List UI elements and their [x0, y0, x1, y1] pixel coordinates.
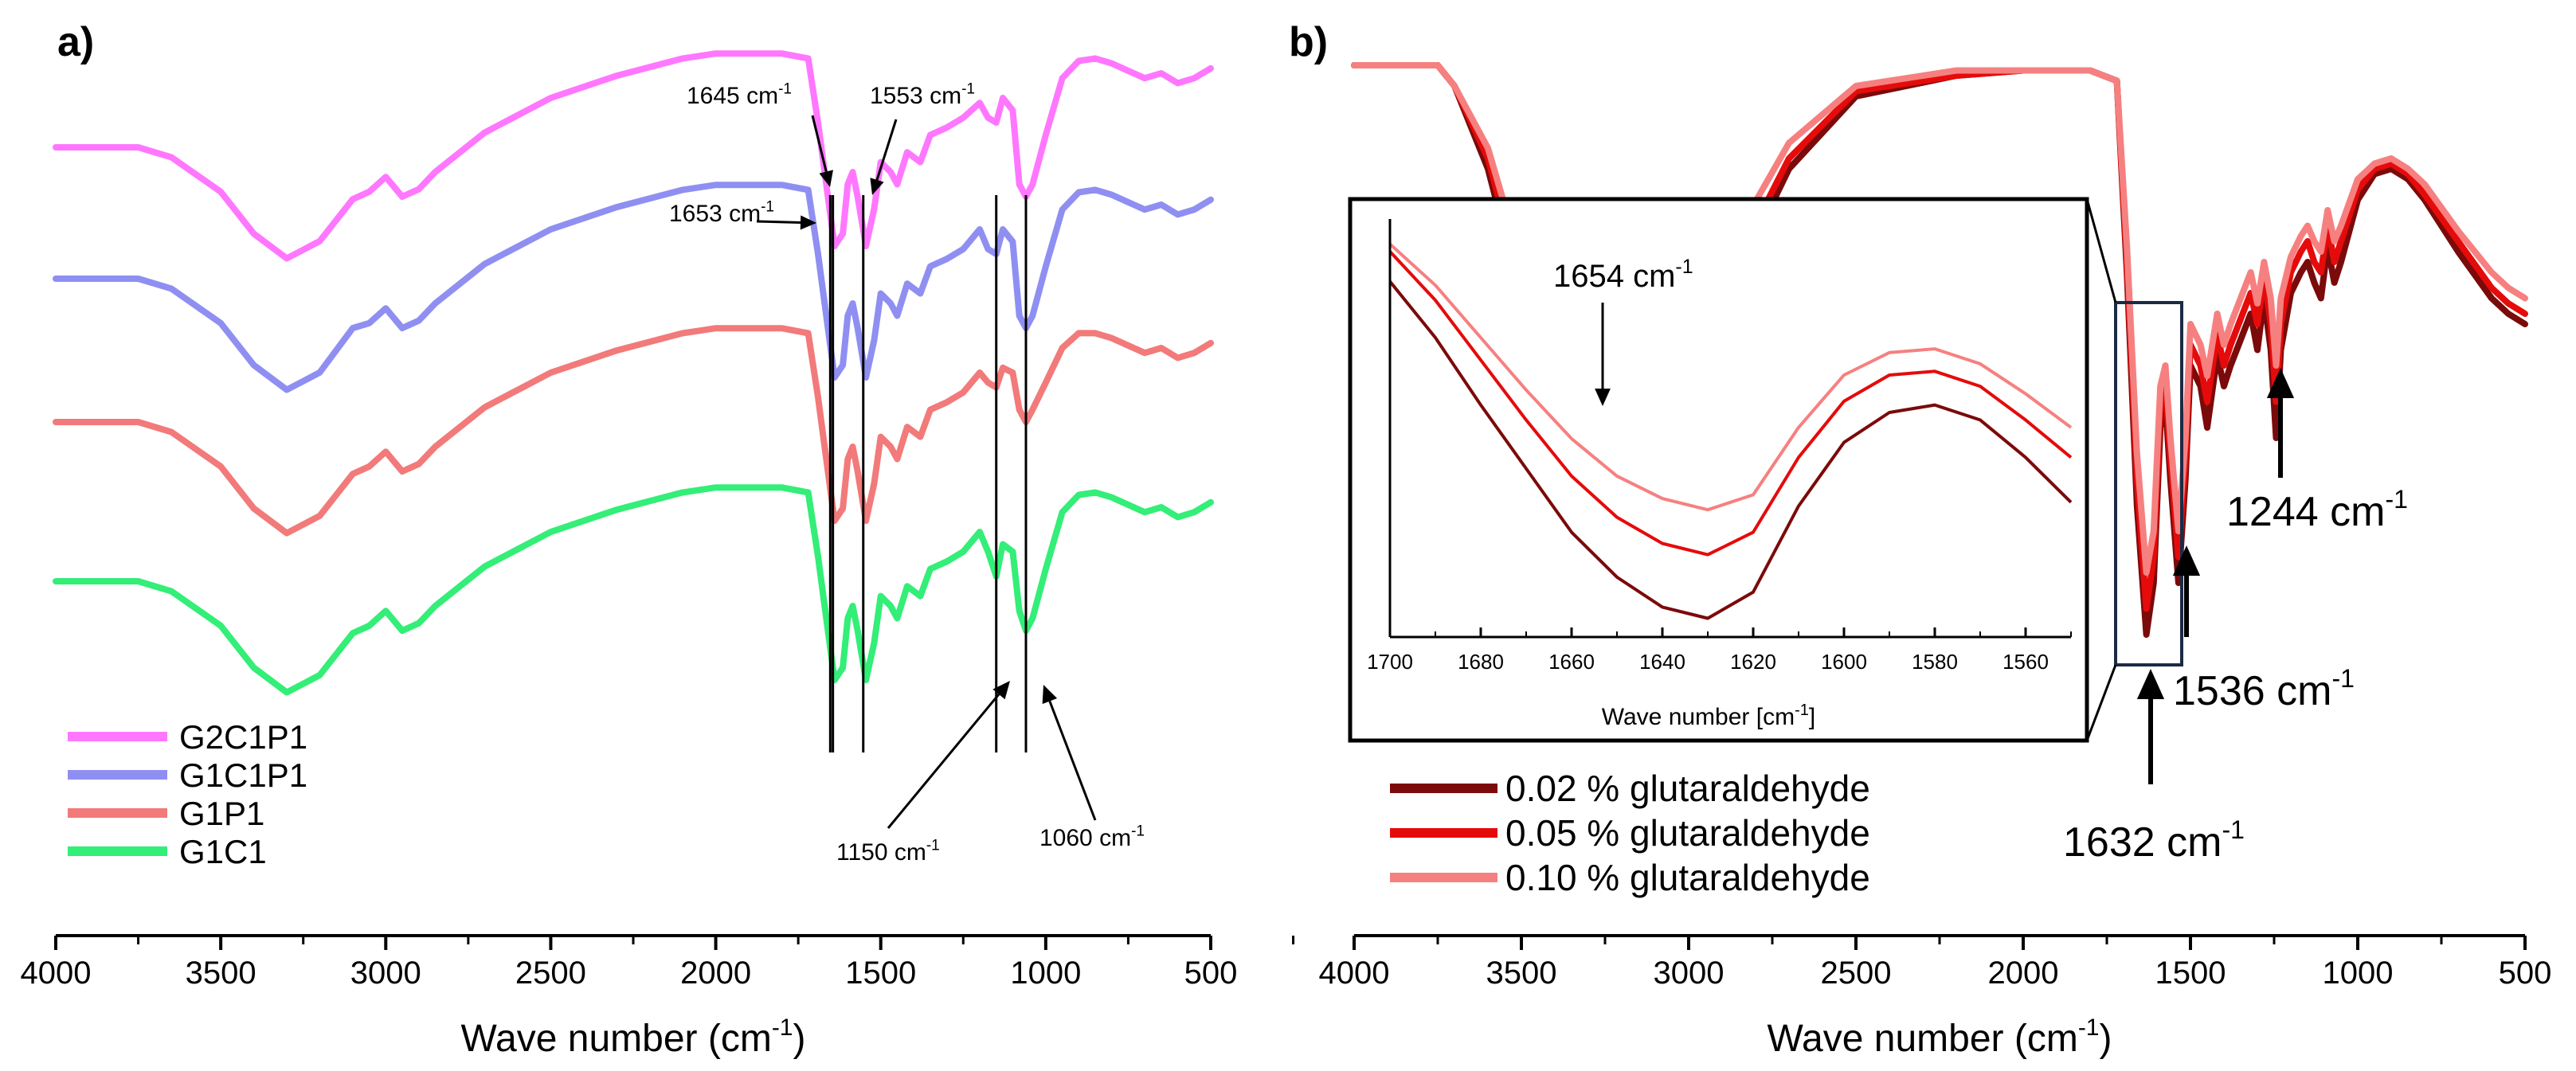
inset-x-tick-label-1640: 1640 — [1639, 650, 1685, 674]
annotation-1536: 1536 cm-1 — [2173, 664, 2355, 714]
legend-label-g1c1: G1C1 — [179, 833, 267, 870]
arrow-1536 — [2172, 545, 2201, 637]
arrow-1060-head — [1042, 685, 1058, 705]
inset-arrow-1654 — [1595, 303, 1611, 406]
inset-frame — [1348, 197, 2089, 743]
x-tick-label-1500: 1500 — [845, 956, 916, 991]
panel-b-x-axis-title: Wave number (cm-1) — [1768, 1014, 2112, 1060]
legend-label-g1c1p1: G1C1P1 — [179, 756, 307, 794]
legend-label-0-02-glutaraldehyde: 0.02 % glutaraldehyde — [1505, 768, 1870, 809]
x-tick-label-500: 500 — [2499, 956, 2552, 991]
series-g2c1p1-line — [53, 50, 1214, 262]
zoom-box — [2114, 301, 2183, 666]
panel-a-curves — [53, 50, 1214, 696]
x-tick-label-3000: 3000 — [350, 956, 421, 991]
arrow-1150-head — [992, 681, 1010, 700]
legend-label-0-05-glutaraldehyde: 0.05 % glutaraldehyde — [1505, 812, 1870, 854]
arrow-1645-shaft — [811, 115, 828, 172]
inset-plot: 1700 1680 1660 1640 1620 1600 1580 1560 Wave num… — [1367, 219, 2073, 730]
arrow-1653-head — [800, 215, 816, 230]
annotation-1244: 1244 cm-1 — [2226, 485, 2408, 535]
series-g1c1-line — [53, 484, 1214, 696]
zoom-connector-bottom — [2085, 664, 2117, 741]
x-tick-label-4000: 4000 — [21, 956, 92, 991]
inset-series-0-02-glutaraldehyde-line — [1388, 280, 2073, 620]
panel-a-reference-lines — [828, 195, 1028, 752]
inset-x-tick-label-1560: 1560 — [2002, 650, 2049, 674]
arrow-1645 — [811, 115, 833, 187]
x-tick-label-2500: 2500 — [1821, 956, 1892, 991]
arrow-1632-head — [2136, 669, 2165, 699]
panel-a-x-ticks: 4000 3500 3000 2500 2000 1500 1000 500 — [21, 936, 1295, 991]
inset-x-axis-title: Wave number [cm-1] — [1602, 702, 1815, 730]
arrow-1150-shaft — [887, 693, 1000, 829]
x-tick-label-2000: 2000 — [680, 956, 751, 991]
panel-a-label: a) — [57, 19, 94, 65]
annotation-1645: 1645 cm-1 — [687, 80, 792, 109]
legend-label-0-10-glutaraldehyde: 0.10 % glutaraldehyde — [1505, 857, 1870, 898]
annotation-1632: 1632 cm-1 — [2063, 815, 2245, 866]
x-tick-label-4000: 4000 — [1319, 956, 1390, 991]
panel-b: b) 1700 1680 1660 1640 1620 1600 1580 1560 Wave … — [1289, 19, 2552, 1060]
annotation-1060: 1060 cm-1 — [1039, 823, 1145, 851]
annotation-1150: 1150 cm-1 — [836, 837, 940, 866]
arrow-1244 — [2266, 368, 2295, 478]
arrow-1060-shaft — [1048, 701, 1097, 821]
x-tick-label-1000: 1000 — [2323, 956, 2394, 991]
x-tick-label-3500: 3500 — [186, 956, 256, 991]
arrow-1244-head — [2266, 368, 2295, 398]
panel-b-label: b) — [1289, 19, 1328, 65]
legend-label-g2c1p1: G2C1P1 — [179, 718, 307, 756]
x-tick-label-3500: 3500 — [1486, 956, 1557, 991]
panel-a-x-axis-title: Wave number (cm-1) — [461, 1014, 806, 1060]
x-tick-label-2000: 2000 — [1988, 956, 2059, 991]
inset-x-tick-label-1660: 1660 — [1548, 650, 1595, 674]
inset-series-0-05-glutaraldehyde-line — [1388, 250, 2073, 557]
inset-x-tick-label-1680: 1680 — [1458, 650, 1504, 674]
panel-b-annotations: 1244 cm-1 1536 cm-1 1632 cm-1 — [2063, 368, 2408, 866]
zoom-connector-top — [2085, 198, 2117, 303]
arrow-1553 — [870, 119, 898, 195]
annotation-1553: 1553 cm-1 — [870, 80, 975, 109]
arrow-1536-head — [2172, 545, 2201, 576]
inset-x-tick-label-1600: 1600 — [1821, 650, 1867, 674]
arrow-1632 — [2136, 669, 2165, 784]
legend-label-g1p1: G1P1 — [179, 795, 264, 832]
x-tick-label-3000: 3000 — [1654, 956, 1725, 991]
inset-x-tick-label-1620: 1620 — [1730, 650, 1776, 674]
inset-x-tick-label-1700: 1700 — [1367, 650, 1413, 674]
arrow-1150 — [887, 681, 1010, 829]
arrow-1645-head — [819, 170, 833, 187]
x-tick-label-500: 500 — [1184, 956, 1238, 991]
series-g1c1p1-line — [53, 182, 1214, 393]
x-tick-label-2500: 2500 — [515, 956, 586, 991]
series-g1p1-line — [53, 325, 1214, 537]
panel-b-x-ticks: 4000 3500 3000 2500 2000 1500 1000 500 — [1319, 936, 2552, 991]
x-tick-label-1000: 1000 — [1010, 956, 1081, 991]
arrow-1653-shaft — [756, 220, 801, 224]
panel-a-annotations: 1645 cm-1 1553 cm-1 1653 cm-1 1150 cm-1 1060… — [669, 80, 1145, 866]
x-tick-label-1500: 1500 — [2155, 956, 2226, 991]
inset-background — [1348, 197, 2183, 743]
arrow-1553-shaft — [875, 119, 898, 181]
inset-series-0-10-glutaraldehyde-line — [1388, 243, 2073, 512]
arrow-1060 — [1042, 685, 1097, 821]
annotation-1653: 1653 cm-1 — [669, 198, 774, 227]
arrow-1653 — [756, 215, 816, 230]
inset-annotation-1654: 1654 cm-1 — [1553, 256, 1693, 294]
inset-x-tick-label-1580: 1580 — [1912, 650, 1958, 674]
inset-arrow-1654-head — [1595, 389, 1611, 406]
arrow-1553-head — [870, 178, 884, 195]
